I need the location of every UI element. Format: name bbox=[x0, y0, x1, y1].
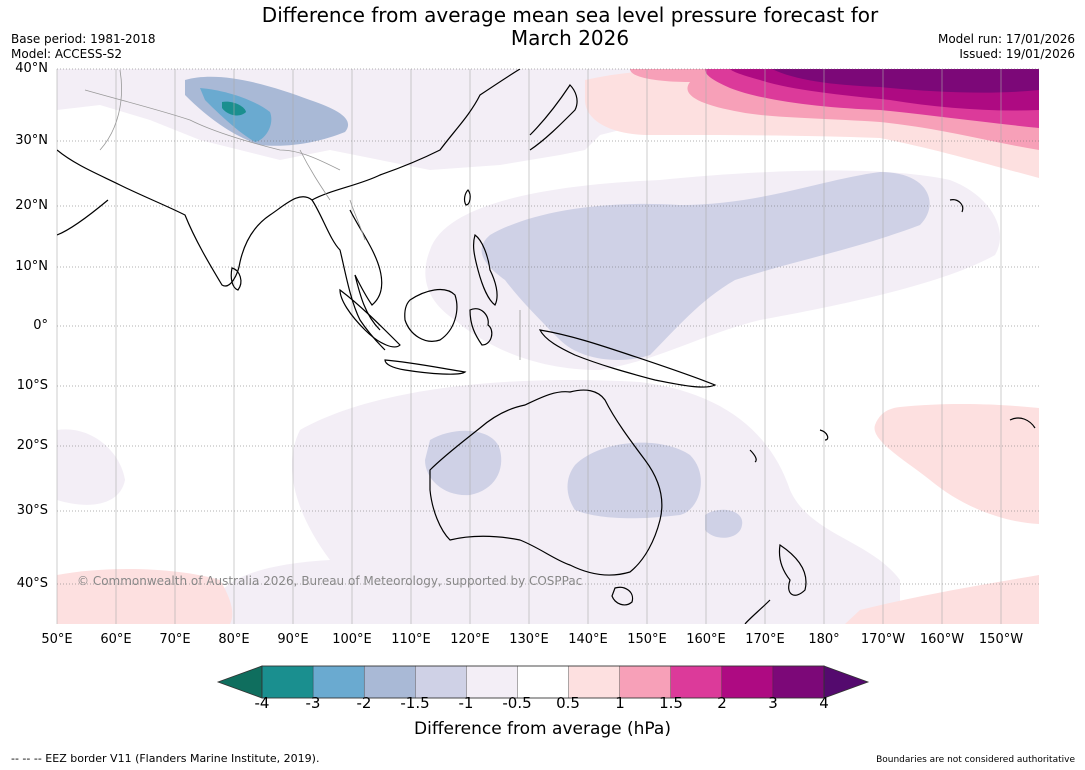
lon-label-160w: 160°W bbox=[919, 632, 965, 647]
colorbar-tick: -0.5 bbox=[502, 694, 532, 712]
lon-label-90e: 90°E bbox=[277, 632, 309, 647]
colorbar-frame bbox=[261, 665, 825, 699]
colorbar-tick: 2 bbox=[717, 694, 727, 712]
lat-label-40n: 40°N bbox=[15, 61, 48, 76]
anomaly-region-dark-purple-northeast bbox=[772, 69, 1039, 93]
lon-label-150w: 150°W bbox=[978, 632, 1024, 647]
lat-label-40s: 40°S bbox=[16, 576, 48, 591]
lat-label-30s: 30°S bbox=[16, 503, 48, 518]
coastline-japan bbox=[529, 84, 578, 151]
meta-left: Base period: 1981-2018 Model: ACCESS-S2 bbox=[11, 32, 156, 62]
colorbar-cell bbox=[772, 665, 825, 699]
anomaly-region-lavender-tasman bbox=[705, 509, 743, 538]
colorbar-tick: 0.5 bbox=[556, 694, 580, 712]
colorbar-tick: -4 bbox=[254, 694, 270, 712]
coastline-china-east bbox=[311, 69, 521, 201]
coastline-java bbox=[384, 359, 467, 375]
lon-label-60e: 60°E bbox=[100, 632, 132, 647]
coastline-malay bbox=[354, 274, 381, 331]
colorbar-label: Difference from average (hPa) bbox=[414, 719, 671, 739]
anomaly-region-pale-pink-southwest bbox=[57, 568, 233, 624]
issued-date: Issued: 19/01/2026 bbox=[959, 47, 1075, 61]
colorbar-cell bbox=[670, 665, 723, 699]
colorbar bbox=[216, 665, 870, 699]
title-line-2: March 2026 bbox=[510, 26, 630, 50]
anomaly-region-lavender-australia-east bbox=[567, 442, 701, 519]
anomaly-region-pale-pink-southeast bbox=[874, 404, 1039, 524]
lon-label-120e: 120°E bbox=[450, 632, 490, 647]
lon-label-70e: 70°E bbox=[159, 632, 191, 647]
colorbar-tick: 4 bbox=[819, 694, 829, 712]
eez-note: -- -- -- EEZ border V11 (Flanders Marine… bbox=[11, 752, 320, 765]
coastline-taiwan bbox=[463, 189, 471, 206]
lon-label-130e: 130°E bbox=[509, 632, 549, 647]
coastline-pacific-islands bbox=[749, 199, 1036, 463]
colorbar-tick: 3 bbox=[768, 694, 778, 712]
lon-label-170w: 170°W bbox=[860, 632, 906, 647]
colorbar-cell bbox=[466, 665, 519, 699]
colorbar-tick: -1 bbox=[458, 694, 474, 712]
copyright-notice: © Commonwealth of Australia 2026, Bureau… bbox=[77, 574, 583, 588]
colorbar-cell bbox=[312, 665, 365, 699]
chart-title: Difference from average mean sea level p… bbox=[0, 4, 1085, 50]
lat-label-10n: 10°N bbox=[15, 259, 48, 274]
coastline-tasmania bbox=[611, 586, 634, 606]
lon-label-170e: 170°E bbox=[745, 632, 785, 647]
lon-label-110e: 110°E bbox=[391, 632, 431, 647]
country-borders bbox=[84, 69, 521, 360]
lat-label-20s: 20°S bbox=[16, 438, 48, 453]
colorbar-cell bbox=[568, 665, 621, 699]
coastline-arabia-india bbox=[57, 149, 386, 351]
lon-label-150e: 150°E bbox=[627, 632, 667, 647]
colorbar-cell bbox=[261, 665, 314, 699]
coastline-australia bbox=[429, 389, 663, 576]
lon-label-140e: 140°E bbox=[568, 632, 608, 647]
colorbar-tick: -2 bbox=[356, 694, 372, 712]
lat-label-20n: 20°N bbox=[15, 198, 48, 213]
colorbar-cell bbox=[415, 665, 468, 699]
colorbar-cell bbox=[721, 665, 774, 699]
coastline-borneo bbox=[404, 288, 458, 342]
lon-label-50e: 50°E bbox=[41, 632, 73, 647]
coastline-new-zealand bbox=[744, 543, 807, 624]
anomaly-region-light-lavender-west bbox=[57, 429, 125, 505]
lon-label-180: 180° bbox=[808, 632, 840, 647]
colorbar-tick: -1.5 bbox=[400, 694, 430, 712]
base-period: Base period: 1981-2018 bbox=[11, 32, 156, 46]
coastline-new-guinea bbox=[538, 329, 717, 388]
model-name: Model: ACCESS-S2 bbox=[11, 47, 123, 61]
pressure-anomaly-shading bbox=[57, 69, 1039, 624]
lat-label-10s: 10°S bbox=[16, 378, 48, 393]
coastlines bbox=[57, 69, 1036, 624]
anomaly-region-lavender-australia-west bbox=[425, 430, 502, 496]
meridians bbox=[56, 69, 1002, 624]
colorbar-tick: 1 bbox=[615, 694, 625, 712]
colorbar-cell bbox=[517, 665, 570, 699]
title-line-1: Difference from average mean sea level p… bbox=[261, 3, 879, 27]
meta-right: Model run: 17/01/2026 Issued: 19/01/2026 bbox=[938, 32, 1075, 62]
lat-label-0: 0° bbox=[33, 318, 48, 333]
coastline-sumatra bbox=[339, 288, 401, 348]
anomaly-region-light-lavender-south bbox=[214, 379, 901, 624]
anomaly-region-lavender-pacific bbox=[481, 172, 930, 360]
coastline-philippines bbox=[472, 234, 498, 306]
colorbar-tick: 1.5 bbox=[659, 694, 683, 712]
coastline-sri-lanka bbox=[230, 267, 242, 291]
colorbar-cells bbox=[261, 665, 825, 699]
boundaries-note: Boundaries are not considered authoritat… bbox=[876, 755, 1075, 765]
lat-label-30n: 30°N bbox=[15, 133, 48, 148]
coastline-sulawesi bbox=[469, 308, 493, 346]
lon-label-80e: 80°E bbox=[218, 632, 250, 647]
model-run: Model run: 17/01/2026 bbox=[937, 32, 1075, 46]
coastline-arabia-south bbox=[57, 199, 109, 236]
colorbar-cell bbox=[619, 665, 672, 699]
coastline-indochina bbox=[349, 209, 383, 306]
lon-label-160e: 160°E bbox=[686, 632, 726, 647]
colorbar-tick: -3 bbox=[305, 694, 321, 712]
lon-label-100e: 100°E bbox=[332, 632, 372, 647]
